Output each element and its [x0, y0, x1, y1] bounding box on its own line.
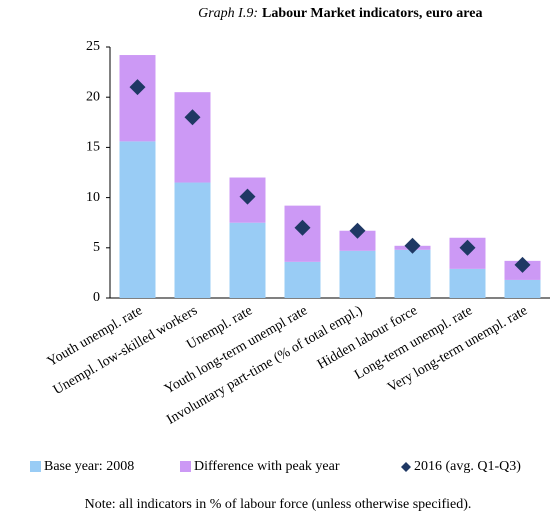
bar — [339, 250, 376, 298]
bar — [174, 182, 211, 298]
marker — [459, 239, 476, 256]
bar — [449, 268, 486, 298]
y-tick-label: 20 — [86, 89, 100, 104]
y-tick-label: 10 — [86, 190, 100, 205]
bar — [504, 279, 541, 298]
marker — [239, 188, 256, 205]
chart-title: Labour Market indicators, euro area — [262, 6, 483, 21]
marker — [129, 79, 146, 96]
legend-marker — [401, 462, 411, 472]
y-tick-label: 5 — [93, 240, 100, 255]
legend-label: 2016 (avg. Q1-Q3) — [414, 459, 521, 474]
marker — [294, 219, 311, 236]
marker — [349, 222, 366, 239]
bar — [284, 261, 321, 298]
bar — [394, 249, 431, 298]
y-tick-label: 15 — [86, 140, 100, 155]
graph-number: Graph I.9: — [198, 6, 258, 21]
y-tick-label: 0 — [93, 290, 100, 305]
marker — [514, 256, 531, 273]
bar — [229, 222, 266, 298]
legend-marker — [30, 461, 41, 472]
bar — [174, 92, 211, 183]
marker — [404, 237, 421, 254]
legend-label: Base year: 2008 — [44, 459, 134, 474]
bar — [339, 230, 376, 251]
note: Note: all indicators in % of labour forc… — [85, 497, 472, 512]
y-tick-label: 25 — [86, 39, 100, 54]
bar — [119, 141, 156, 298]
bar — [119, 55, 156, 142]
legend-marker — [180, 461, 191, 472]
legend-label: Difference with peak year — [194, 459, 340, 474]
marker — [184, 109, 201, 126]
